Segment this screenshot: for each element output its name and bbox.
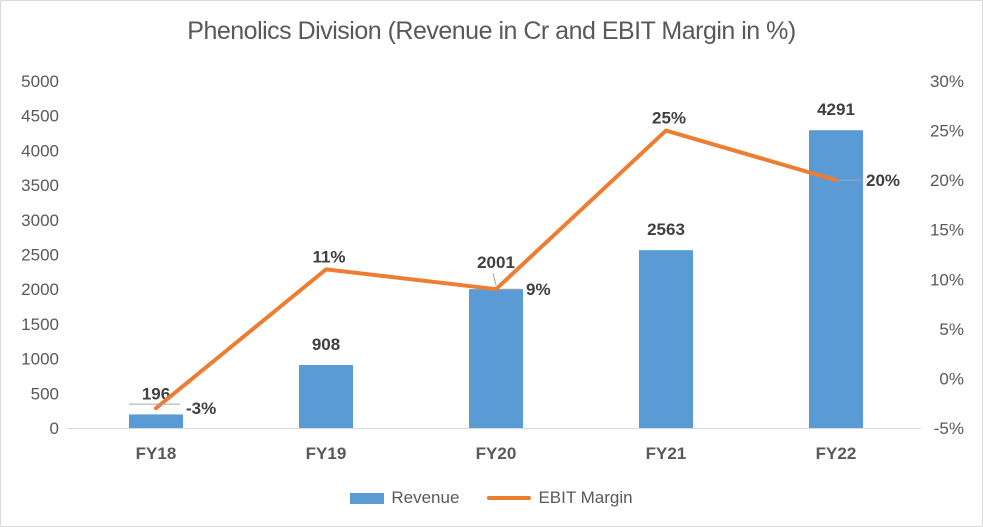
left-axis-tick-label: 1000 (21, 350, 59, 369)
left-axis-tick-label: 3500 (21, 176, 59, 195)
left-axis-tick-label: 2500 (21, 246, 59, 265)
left-axis-tick-label: 4000 (21, 141, 59, 160)
ebit-margin-data-label: 20% (866, 171, 900, 190)
legend-item-ebit-margin[interactable]: EBIT Margin (487, 488, 633, 508)
right-axis-tick-label: 30% (930, 72, 964, 91)
category-label-FY20: FY20 (476, 444, 517, 463)
revenue-bar-FY19[interactable] (299, 364, 353, 428)
revenue-data-label: 908 (312, 335, 340, 354)
legend: Revenue EBIT Margin (1, 487, 982, 509)
ebit-margin-data-label: -3% (186, 399, 216, 418)
right-axis-tick-label: 25% (930, 122, 964, 141)
left-axis-tick-label: 2000 (21, 280, 59, 299)
right-axis-tick-label: -5% (934, 419, 964, 438)
category-label-FY21: FY21 (646, 444, 687, 463)
legend-item-revenue[interactable]: Revenue (350, 488, 459, 508)
chart-title: Phenolics Division (Revenue in Cr and EB… (187, 17, 796, 45)
right-axis-tick-label: 5% (939, 320, 964, 339)
left-axis-tick-label: 500 (31, 384, 59, 403)
leader-line (492, 273, 497, 286)
revenue-bar-FY18[interactable] (129, 414, 183, 428)
ebit-margin-data-label: 11% (312, 247, 345, 266)
revenue-bar-FY20[interactable] (469, 289, 523, 428)
category-label-FY19: FY19 (306, 444, 347, 463)
category-label-FY22: FY22 (816, 444, 857, 463)
revenue-data-label: 196 (142, 384, 170, 403)
ebit-margin-swatch-icon (487, 496, 532, 500)
revenue-data-label: 2563 (647, 220, 685, 239)
revenue-data-label: 2001 (477, 253, 515, 272)
left-axis-tick-label: 5000 (21, 72, 59, 91)
left-axis-tick-label: 3000 (21, 211, 59, 230)
left-axis-tick-label: 1500 (21, 315, 59, 334)
right-axis-tick-label: 10% (930, 270, 964, 289)
legend-label-revenue: Revenue (391, 488, 460, 507)
right-axis-tick-label: 15% (930, 221, 964, 240)
right-axis-tick-label: 0% (939, 369, 964, 388)
ebit-margin-data-label: 25% (652, 109, 686, 128)
revenue-data-label: 4291 (817, 100, 855, 119)
left-axis-tick-label: 0 (50, 419, 59, 438)
revenue-bar-FY21[interactable] (639, 250, 693, 428)
ebit-margin-line[interactable] (154, 128, 838, 411)
right-axis-tick-label: 20% (930, 171, 964, 190)
revenue-swatch-icon (350, 492, 385, 504)
legend-label-ebit-margin: EBIT Margin (538, 488, 633, 507)
left-axis-tick-label: 4500 (21, 107, 59, 126)
category-label-FY18: FY18 (136, 444, 177, 463)
ebit-margin-data-label: 9% (526, 280, 551, 299)
